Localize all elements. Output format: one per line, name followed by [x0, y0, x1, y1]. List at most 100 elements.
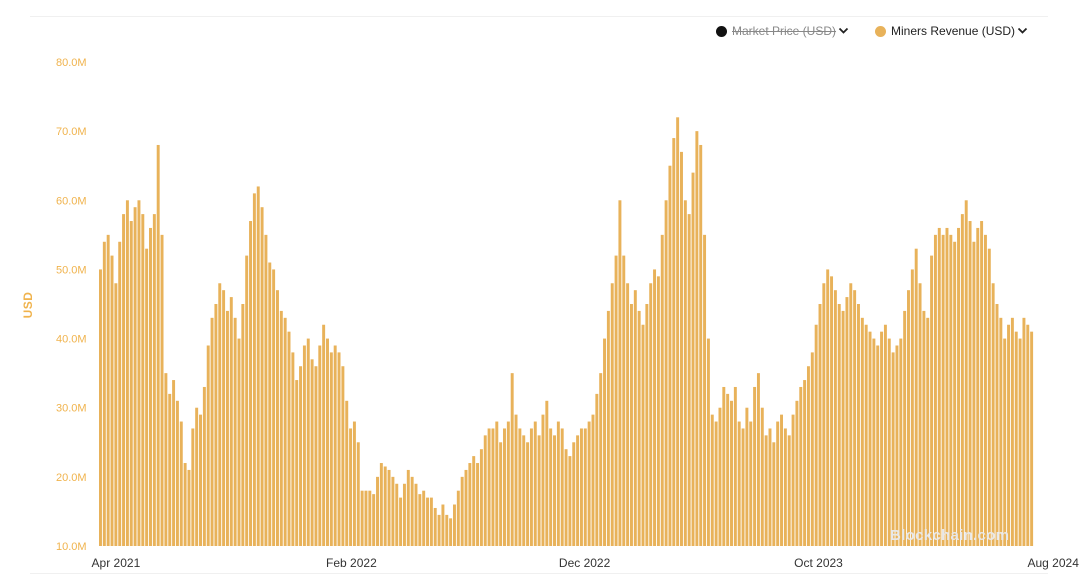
bar[interactable] [541, 414, 545, 546]
bar[interactable] [379, 463, 383, 546]
bar[interactable] [476, 463, 480, 546]
bar[interactable] [876, 345, 880, 546]
legend-item-market-price[interactable]: Market Price (USD) [716, 24, 849, 38]
bar[interactable] [753, 386, 757, 546]
bar[interactable] [576, 435, 580, 546]
bar[interactable] [449, 518, 453, 546]
bar[interactable] [645, 304, 649, 546]
bar[interactable] [887, 338, 891, 546]
bar[interactable] [572, 442, 576, 546]
bar[interactable] [195, 407, 199, 546]
bar[interactable] [1014, 331, 1018, 546]
bar[interactable] [318, 345, 322, 546]
bar[interactable] [849, 283, 853, 546]
bar[interactable] [579, 428, 583, 546]
bar[interactable] [583, 428, 587, 546]
bar[interactable] [845, 297, 849, 546]
bar[interactable] [587, 421, 591, 546]
chevron-down-icon[interactable] [1017, 27, 1028, 35]
bar[interactable] [456, 490, 460, 546]
bar[interactable] [372, 494, 376, 546]
bar[interactable] [191, 428, 195, 546]
bar[interactable] [129, 221, 133, 546]
bar[interactable] [356, 442, 360, 546]
bar[interactable] [718, 407, 722, 546]
bar[interactable] [352, 421, 356, 546]
bar[interactable] [660, 234, 664, 547]
bar[interactable] [364, 490, 368, 546]
bar[interactable] [699, 144, 703, 546]
bar[interactable] [637, 310, 641, 546]
bar[interactable] [310, 359, 314, 546]
bar[interactable] [256, 186, 260, 546]
bar[interactable] [810, 352, 814, 546]
bar[interactable] [618, 200, 622, 547]
bar[interactable] [206, 345, 210, 546]
bar[interactable] [322, 324, 326, 546]
bar[interactable] [399, 497, 403, 546]
bar[interactable] [233, 317, 237, 546]
bar[interactable] [830, 276, 834, 546]
bar[interactable] [722, 386, 726, 546]
bar[interactable] [179, 421, 183, 546]
bar[interactable] [306, 338, 310, 546]
bar[interactable] [795, 400, 799, 546]
bar[interactable] [806, 366, 810, 546]
bar[interactable] [433, 507, 437, 546]
bar[interactable] [152, 214, 156, 547]
bar[interactable] [564, 449, 568, 546]
bar[interactable] [860, 317, 864, 546]
bar[interactable] [276, 290, 279, 546]
bar[interactable] [903, 310, 907, 546]
bar[interactable] [283, 317, 287, 546]
bar[interactable] [814, 324, 818, 546]
bar[interactable] [553, 435, 556, 546]
bar[interactable] [803, 380, 807, 546]
bar[interactable] [295, 380, 299, 546]
bar[interactable] [772, 442, 776, 546]
bar[interactable] [245, 255, 249, 546]
bar[interactable] [160, 234, 164, 547]
bar[interactable] [914, 248, 918, 546]
bar[interactable] [418, 494, 422, 546]
bar[interactable] [964, 200, 968, 547]
bar[interactable] [122, 214, 126, 547]
bar[interactable] [210, 317, 214, 546]
bar[interactable] [499, 442, 503, 546]
bar[interactable] [376, 476, 379, 546]
bar[interactable] [691, 172, 695, 546]
bar[interactable] [683, 200, 687, 547]
bar[interactable] [649, 283, 653, 546]
bar[interactable] [445, 514, 449, 546]
bar[interactable] [976, 227, 980, 546]
bar[interactable] [687, 214, 691, 547]
bar[interactable] [110, 255, 114, 546]
bar[interactable] [272, 269, 276, 546]
bar[interactable] [999, 317, 1003, 546]
bar[interactable] [710, 414, 714, 546]
bar[interactable] [868, 331, 872, 546]
bar[interactable] [895, 345, 899, 546]
bar[interactable] [1030, 331, 1034, 546]
bar[interactable] [214, 304, 218, 546]
bar[interactable] [383, 466, 387, 546]
bar[interactable] [464, 469, 468, 546]
bar[interactable] [333, 345, 337, 546]
bar[interactable] [518, 428, 522, 546]
bar[interactable] [168, 393, 172, 546]
bar[interactable] [664, 200, 668, 547]
bar[interactable] [780, 414, 783, 546]
bar[interactable] [337, 352, 341, 546]
bar[interactable] [730, 400, 733, 546]
bar[interactable] [972, 241, 976, 546]
bar[interactable] [764, 435, 768, 546]
bar[interactable] [410, 476, 414, 546]
bar[interactable] [937, 227, 941, 546]
bar[interactable] [626, 283, 630, 546]
bar[interactable] [695, 131, 699, 546]
bar[interactable] [102, 241, 106, 546]
bar[interactable] [414, 483, 418, 546]
bar[interactable] [360, 490, 364, 546]
bar[interactable] [510, 373, 514, 546]
bar[interactable] [610, 283, 614, 546]
